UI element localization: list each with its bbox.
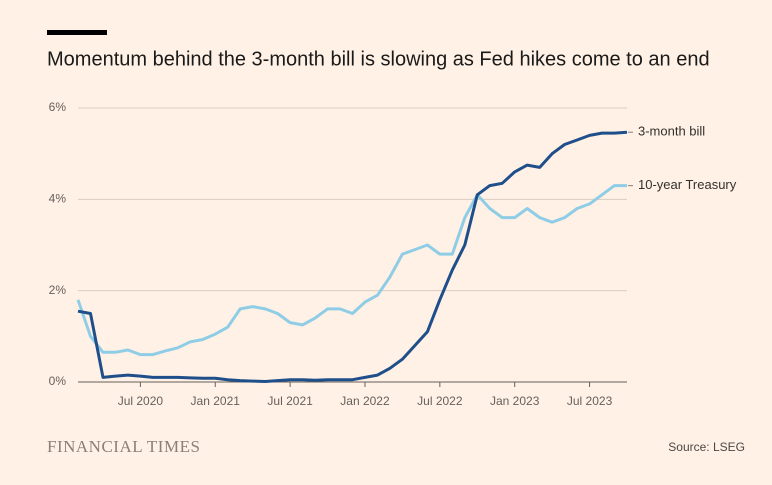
x-tick-label: Jan 2021 [191, 394, 241, 408]
y-tick-label: 4% [49, 192, 67, 206]
source: Source: LSEG [668, 440, 745, 454]
x-tick-label: Jan 2023 [490, 394, 540, 408]
y-tick-label: 2% [49, 283, 67, 297]
x-tick-label: Jan 2022 [340, 394, 390, 408]
series-label: 3-month bill [638, 124, 705, 139]
series-line [76, 184, 627, 357]
x-tick-label: Jul 2023 [567, 394, 613, 408]
x-tick-label: Jul 2020 [118, 394, 164, 408]
y-tick-label: 6% [49, 100, 67, 114]
brand-bar [47, 30, 107, 35]
brand: FINANCIAL TIMES [47, 437, 200, 456]
x-tick-label: Jul 2021 [267, 394, 313, 408]
series-line [77, 130, 628, 383]
x-tick-label: Jul 2022 [417, 394, 463, 408]
chart-title: Momentum behind the 3-month bill is slow… [47, 48, 710, 70]
y-tick-label: 0% [49, 374, 67, 388]
series-label: 10-year Treasury [638, 177, 737, 192]
